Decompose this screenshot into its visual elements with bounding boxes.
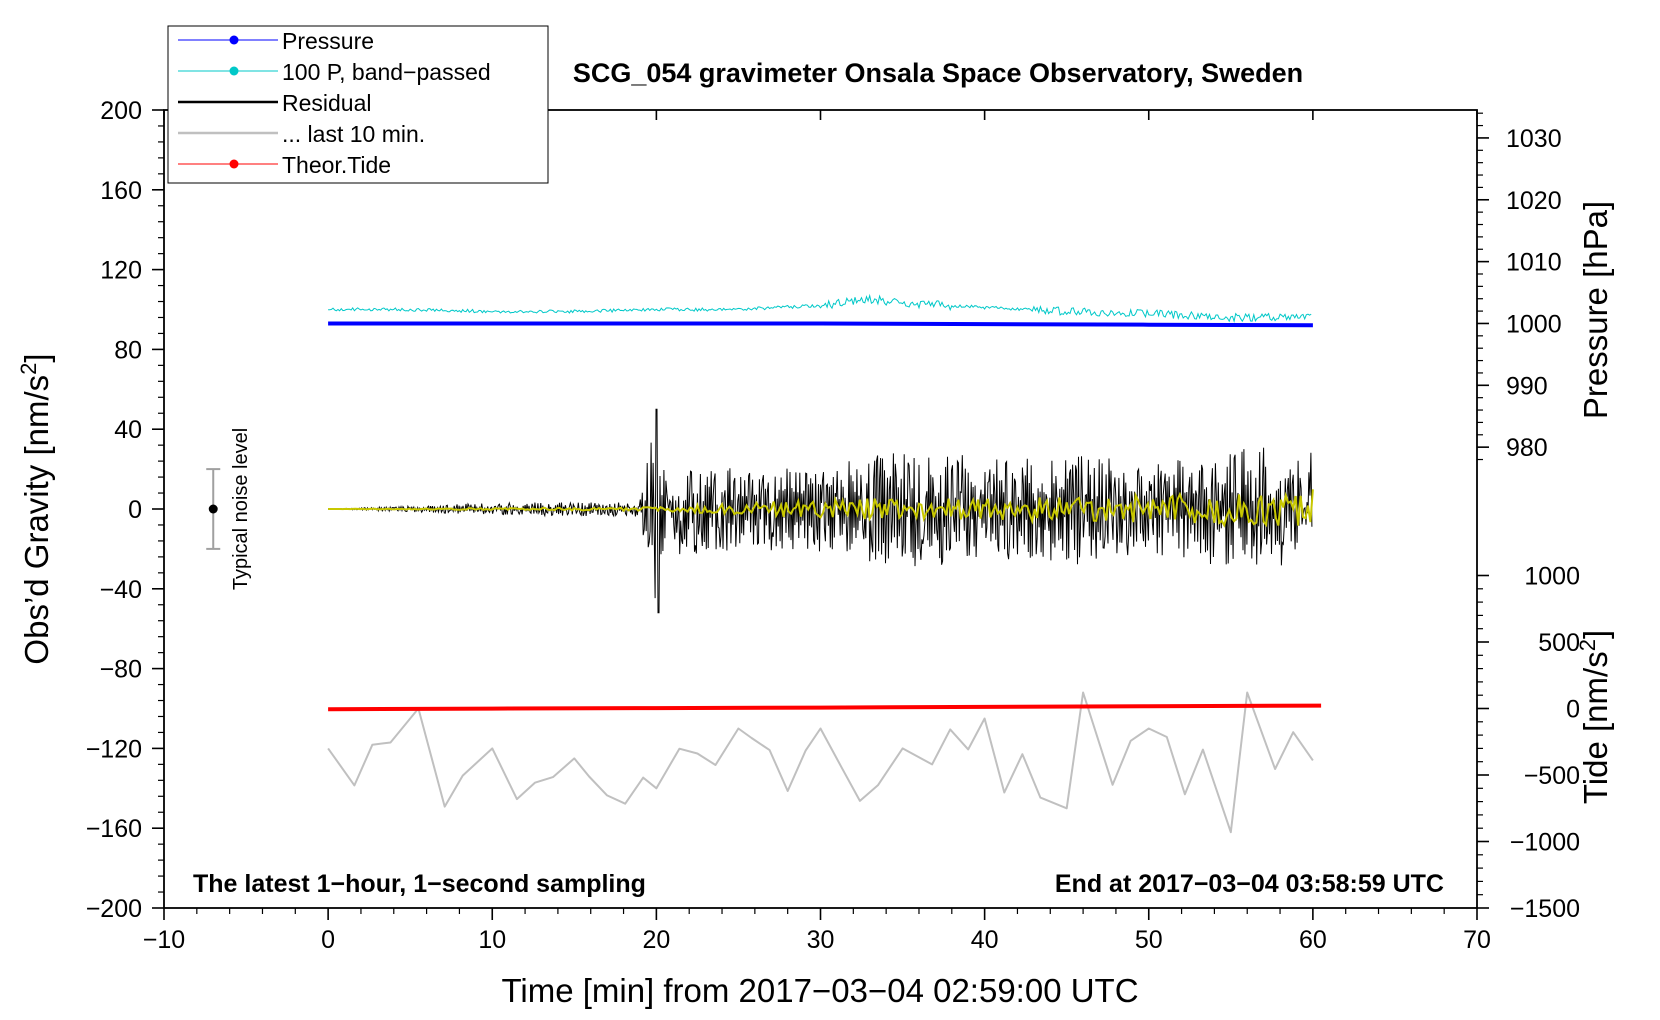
legend: Pressure 100 P, band−passed Residual ... la…: [167, 25, 549, 184]
x-axis-label: Time [min] from 2017−03−04 02:59:00 UTC: [501, 972, 1138, 1009]
y-axis-label-gravity-sup: 2: [16, 363, 41, 375]
gravity-tick-label: 0: [128, 496, 142, 524]
legend-label: Pressure: [282, 28, 374, 54]
noise-level-indicator: [206, 468, 221, 550]
x-tick-label: 10: [478, 926, 506, 954]
legend-marker: [229, 35, 239, 45]
tide-tick-label: 0: [1566, 696, 1580, 724]
gravity-tick-label: −200: [86, 895, 142, 923]
x-tick-label: 60: [1299, 926, 1327, 954]
y-axis-label-tide: Tide [nm/s2]: [1575, 630, 1614, 804]
legend-box: [167, 25, 549, 184]
tide-tick-label: −1000: [1510, 829, 1580, 857]
y-axis-label-gravity: Obs’d Gravity [nm/s2]: [16, 353, 55, 664]
legend-marker: [229, 66, 239, 76]
y-axis-label-gravity-text: Obs’d Gravity [nm/s: [18, 375, 55, 665]
axes: −10 0 10 20 30 40 50 60 7020016012080400−40−80−1…: [86, 97, 1580, 954]
legend-label: Residual: [282, 90, 372, 116]
tide-tick-label: 1000: [1524, 563, 1580, 591]
x-tick-label: 30: [807, 926, 835, 954]
x-tick-label: −10: [143, 926, 185, 954]
x-tick-label: 40: [971, 926, 999, 954]
last-10-min-trace: [327, 691, 1314, 834]
x-tick-label: 70: [1463, 926, 1491, 954]
residual-smoothed-trace: [328, 489, 1314, 528]
gravity-tick-label: 200: [100, 97, 142, 125]
gravity-tick-label: −80: [100, 656, 142, 684]
legend-label: Theor.Tide: [282, 152, 391, 178]
bottom-right-note: End at 2017−03−04 03:58:59 UTC: [1055, 870, 1444, 898]
noise-bar-center: [208, 504, 218, 514]
theor-tide-trace: [328, 703, 1322, 712]
pressure-tick-label: 1010: [1506, 249, 1562, 277]
tide-tick-label: −1500: [1510, 895, 1580, 923]
y-axis-label-tide-text: Tide [nm/s: [1577, 651, 1614, 804]
pressure-tick-label: 990: [1506, 372, 1548, 400]
gravity-tick-label: −40: [100, 576, 142, 604]
legend-label: ... last 10 min.: [282, 121, 425, 147]
band-passed-pressure-trace: [328, 293, 1312, 323]
gravity-tick-label: 160: [100, 177, 142, 205]
x-tick-label: 20: [642, 926, 670, 954]
pressure-tick-label: 1030: [1506, 125, 1562, 153]
pressure-tick-label: 1000: [1506, 310, 1562, 338]
x-tick-label: 50: [1135, 926, 1163, 954]
pressure-tick-label: 1020: [1506, 187, 1562, 215]
tide-tick-label: −500: [1524, 762, 1580, 790]
gravity-tick-label: 120: [100, 257, 142, 285]
bottom-left-note: The latest 1−hour, 1−second sampling: [193, 870, 646, 898]
noise-level-label: Typical noise level: [230, 428, 252, 590]
legend-label: 100 P, band−passed: [282, 59, 491, 85]
y-axis-label-tide-sup: 2: [1575, 639, 1600, 651]
x-tick-label: 0: [321, 926, 335, 954]
pressure-trace: [328, 321, 1313, 328]
y-axis-label-pressure: Pressure [hPa]: [1577, 201, 1614, 419]
gravity-tick-label: 80: [114, 336, 142, 364]
chart-title: SCG_054 gravimeter Onsala Space Observat…: [573, 58, 1303, 88]
gravity-tick-label: −160: [86, 815, 142, 843]
tide-tick-label: 500: [1538, 629, 1580, 657]
y-axis-label-tide-close: ]: [1577, 630, 1614, 639]
y-axis-label-gravity-close: ]: [18, 353, 55, 362]
gravity-tick-label: 40: [114, 416, 142, 444]
legend-marker: [229, 159, 239, 169]
gravity-tick-label: −120: [86, 735, 142, 763]
data-traces: [327, 293, 1322, 834]
pressure-tick-label: 980: [1506, 434, 1548, 462]
